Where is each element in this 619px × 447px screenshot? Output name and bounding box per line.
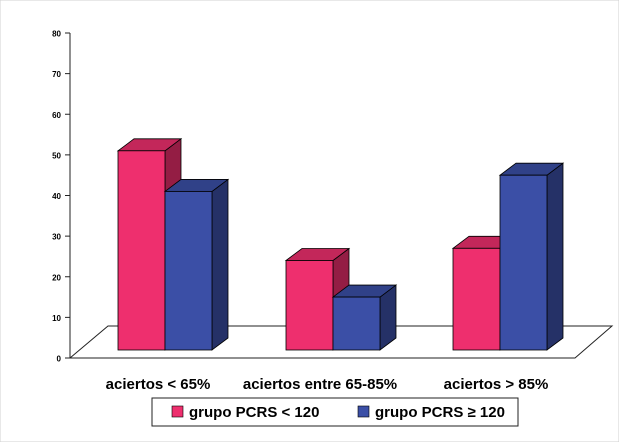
bar-side-face — [211, 178, 229, 351]
bar-front-face — [499, 174, 548, 351]
y-tick-label: 40 — [52, 192, 61, 201]
y-tick-label: 80 — [52, 30, 61, 39]
bar-side-face — [546, 162, 564, 351]
x-tick-label: aciertos entre 65-85% — [243, 376, 397, 393]
y-tick-label: 70 — [52, 70, 61, 79]
y-tick-label: 0 — [57, 355, 62, 364]
bar-front-face — [452, 247, 501, 351]
y-tick-label: 30 — [52, 233, 61, 242]
y-tick-group: 0 10 20 30 40 50 60 70 80 — [52, 30, 70, 364]
bar — [498, 162, 565, 351]
x-tick-label: aciertos > 85% — [444, 376, 549, 393]
bar-front-face — [164, 191, 213, 351]
x-label-group: aciertos < 65% aciertos entre 65-85% acier… — [106, 376, 549, 393]
bar — [284, 247, 351, 351]
bar-group — [116, 138, 565, 351]
bar-front-face — [332, 296, 381, 351]
y-tick-label: 50 — [52, 151, 61, 160]
legend-label-series-2: grupo PCRS ≥ 120 — [375, 404, 505, 421]
y-tick-label: 60 — [52, 111, 61, 120]
legend-swatch-series-2 — [357, 405, 370, 418]
legend-box — [151, 397, 519, 427]
legend-swatch-series-1 — [171, 405, 184, 418]
legend: grupo PCRS < 120 grupo PCRS ≥ 120 — [151, 397, 519, 427]
bar-front-face — [117, 150, 166, 351]
legend-label-series-1: grupo PCRS < 120 — [189, 404, 319, 421]
bar-front-face — [285, 260, 334, 351]
x-tick-label: aciertos < 65% — [106, 376, 211, 393]
y-tick-label: 20 — [52, 273, 61, 282]
y-tick-label: 10 — [52, 314, 61, 323]
bar — [331, 284, 398, 351]
bar — [163, 178, 230, 351]
